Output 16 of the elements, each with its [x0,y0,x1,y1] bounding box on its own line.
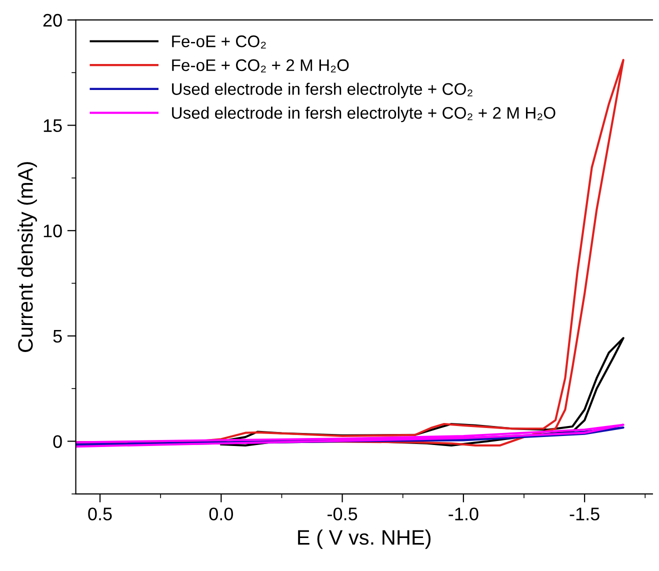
x-axis-title: E ( V vs. NHE) [298,529,431,549]
y-tick-label: 0 [53,435,62,448]
x-tick-label: -0.5 [328,508,358,520]
legend-label: Used electrode in fersh electrolyte + CO₂ + 2 M H₂O [172,106,556,122]
y-tick-label: 5 [53,330,62,343]
legend-label: Fe-oE + CO₂ [172,35,266,48]
x-tick-label: -1.5 [570,508,600,520]
y-tick-label: 15 [44,119,62,132]
x-tick-label: -1.0 [448,508,478,520]
x-tick-label: 0.5 [88,508,112,520]
y-tick-label: 10 [44,224,62,238]
x-tick-label: 0.0 [209,508,233,520]
legend-label: Used electrode in fersh electrolyte + CO₂ [172,82,472,98]
legend-label: Fe-oE + CO₂ + 2 M H₂O [172,59,349,72]
y-axis-title: Current density (mA) [18,162,37,352]
y-tick-label: 20 [43,14,62,27]
